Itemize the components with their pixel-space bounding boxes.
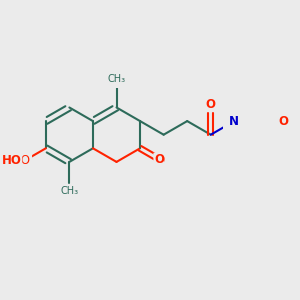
Text: CH₃: CH₃: [107, 74, 126, 84]
Text: O: O: [154, 153, 164, 166]
Text: CH₃: CH₃: [60, 186, 78, 196]
Text: O: O: [155, 154, 165, 167]
Text: HO: HO: [14, 154, 32, 167]
Text: HO: HO: [2, 154, 22, 167]
Text: O: O: [206, 98, 216, 111]
Text: O: O: [278, 115, 288, 128]
Text: N: N: [229, 115, 239, 128]
